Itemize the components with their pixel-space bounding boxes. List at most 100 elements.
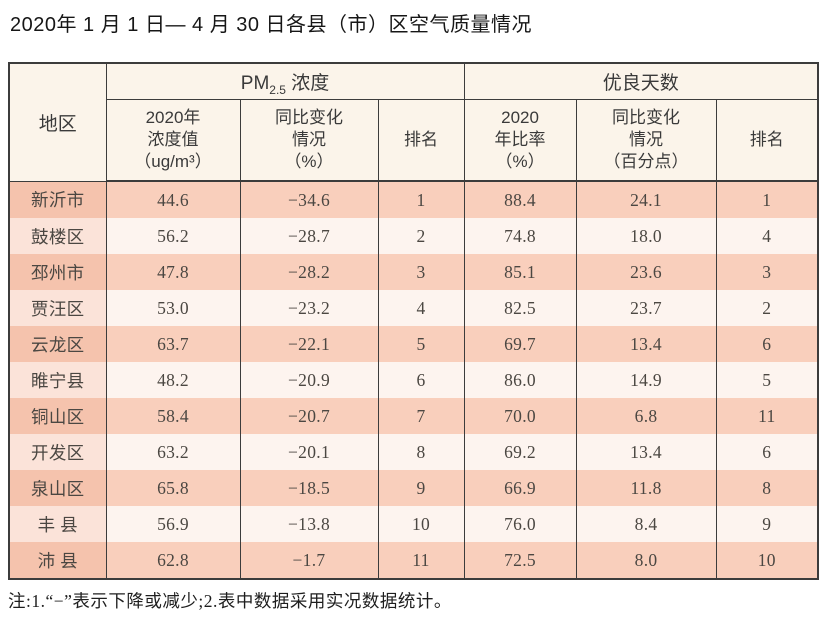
value-cell: 1 xyxy=(377,181,465,218)
header-group-good-days: 优良天数 xyxy=(463,63,819,100)
region-cell: 开发区 xyxy=(8,434,106,470)
value-cell: 6 xyxy=(715,434,819,470)
value-cell: 11.8 xyxy=(575,470,717,506)
value-cell: 56.2 xyxy=(105,218,240,254)
page-title: 2020年 1 月 1 日— 4 月 30 日各县（市）区空气质量情况 xyxy=(10,14,533,36)
value-cell: −22.1 xyxy=(239,326,378,362)
table-row: 睢宁县 48.2 −20.9 6 86.0 14.9 5 xyxy=(8,362,819,398)
value-cell: 23.7 xyxy=(575,290,717,326)
header-days-yoy-change: 同比变化 情况 （百分点） xyxy=(575,99,717,182)
region-cell: 丰 县 xyxy=(8,506,106,542)
value-cell: 24.1 xyxy=(575,181,717,218)
value-cell: −13.8 xyxy=(239,506,378,542)
value-cell: 9 xyxy=(715,506,819,542)
table-row: 邳州市 47.8 −28.2 3 85.1 23.6 3 xyxy=(8,254,819,290)
value-cell: 18.0 xyxy=(575,218,717,254)
value-cell: 82.5 xyxy=(463,290,577,326)
table-row: 贾汪区 53.0 −23.2 4 82.5 23.7 2 xyxy=(8,290,819,326)
header-pm-2020-value: 2020年 浓度值 （ug/m³） xyxy=(105,99,240,182)
value-cell: −28.7 xyxy=(239,218,378,254)
value-cell: 3 xyxy=(377,254,465,290)
header-days-rank: 排名 xyxy=(715,99,819,182)
value-cell: 86.0 xyxy=(463,362,577,398)
value-cell: 11 xyxy=(715,398,819,434)
value-cell: 48.2 xyxy=(105,362,240,398)
value-cell: 2 xyxy=(715,290,819,326)
value-cell: 8.4 xyxy=(575,506,717,542)
value-cell: 56.9 xyxy=(105,506,240,542)
table-body: 新沂市 44.6 −34.6 1 88.4 24.1 1 鼓楼区 56.2 −28.7 2 74.8 1… xyxy=(8,181,819,579)
pm-label-subscript: 2.5 xyxy=(269,82,286,97)
value-cell: 14.9 xyxy=(575,362,717,398)
region-cell: 邳州市 xyxy=(8,254,106,290)
table-row: 开发区 63.2 −20.1 8 69.2 13.4 6 xyxy=(8,434,819,470)
header-days-2020-ratio: 2020 年比率 （%） xyxy=(463,99,577,182)
pm-label-prefix: PM xyxy=(240,73,270,94)
value-cell: 69.7 xyxy=(463,326,577,362)
value-cell: 3 xyxy=(715,254,819,290)
value-cell: 4 xyxy=(715,218,819,254)
value-cell: 58.4 xyxy=(105,398,240,434)
region-cell: 泉山区 xyxy=(8,470,106,506)
value-cell: 13.4 xyxy=(575,434,717,470)
value-cell: 23.6 xyxy=(575,254,717,290)
region-cell: 睢宁县 xyxy=(8,362,106,398)
table-row: 铜山区 58.4 −20.7 7 70.0 6.8 11 xyxy=(8,398,819,434)
value-cell: 10 xyxy=(715,542,819,579)
value-cell: −20.1 xyxy=(239,434,378,470)
value-cell: 65.8 xyxy=(105,470,240,506)
value-cell: 8.0 xyxy=(575,542,717,579)
table-row: 新沂市 44.6 −34.6 1 88.4 24.1 1 xyxy=(8,181,819,218)
value-cell: 6 xyxy=(715,326,819,362)
region-cell: 贾汪区 xyxy=(8,290,106,326)
table-row: 丰 县 56.9 −13.8 10 76.0 8.4 9 xyxy=(8,506,819,542)
footnote: 注:1.“−”表示下降或减少;2.表中数据采用实况数据统计。 xyxy=(8,591,452,611)
header-sub-row: 2020年 浓度值 （ug/m³） 同比变化 情况 （%） 排名 2020 年比… xyxy=(9,99,819,182)
header-region: 地区 xyxy=(8,63,106,182)
table-row: 沛 县 62.8 −1.7 11 72.5 8.0 10 xyxy=(8,542,819,579)
region-cell: 云龙区 xyxy=(8,326,106,362)
value-cell: 44.6 xyxy=(105,181,240,218)
value-cell: 63.7 xyxy=(105,326,240,362)
value-cell: 13.4 xyxy=(575,326,717,362)
value-cell: −1.7 xyxy=(239,542,378,579)
value-cell: 47.8 xyxy=(105,254,240,290)
value-cell: 8 xyxy=(715,470,819,506)
header-group-pm25: PM2.5 浓度 xyxy=(105,63,465,100)
header-pm-yoy-change: 同比变化 情况 （%） xyxy=(239,99,378,182)
value-cell: 76.0 xyxy=(463,506,577,542)
value-cell: −28.2 xyxy=(239,254,378,290)
region-cell: 新沂市 xyxy=(8,181,106,218)
value-cell: −18.5 xyxy=(239,470,378,506)
value-cell: 6.8 xyxy=(575,398,717,434)
value-cell: −34.6 xyxy=(239,181,378,218)
value-cell: 72.5 xyxy=(463,542,577,579)
value-cell: 69.2 xyxy=(463,434,577,470)
value-cell: −23.2 xyxy=(239,290,378,326)
table-header: 地区 PM2.5 浓度 优良天数 2020年 浓度值 （ug/m³） 同比变化 … xyxy=(8,63,819,182)
value-cell: 74.8 xyxy=(463,218,577,254)
value-cell: 6 xyxy=(377,362,465,398)
value-cell: 88.4 xyxy=(463,181,577,218)
value-cell: 1 xyxy=(715,181,819,218)
value-cell: 5 xyxy=(715,362,819,398)
value-cell: 66.9 xyxy=(463,470,577,506)
value-cell: 9 xyxy=(377,470,465,506)
value-cell: 10 xyxy=(377,506,465,542)
value-cell: 2 xyxy=(377,218,465,254)
table-row: 鼓楼区 56.2 −28.7 2 74.8 18.0 4 xyxy=(8,218,819,254)
value-cell: −20.9 xyxy=(239,362,378,398)
value-cell: 53.0 xyxy=(105,290,240,326)
value-cell: 85.1 xyxy=(463,254,577,290)
header-group-row: 地区 PM2.5 浓度 优良天数 xyxy=(8,63,819,182)
region-cell: 鼓楼区 xyxy=(8,218,106,254)
value-cell: 5 xyxy=(377,326,465,362)
value-cell: 4 xyxy=(377,290,465,326)
pm-label-suffix: 浓度 xyxy=(285,73,330,94)
table-row: 泉山区 65.8 −18.5 9 66.9 11.8 8 xyxy=(8,470,819,506)
value-cell: 8 xyxy=(377,434,465,470)
value-cell: 62.8 xyxy=(105,542,240,579)
region-cell: 铜山区 xyxy=(8,398,106,434)
air-quality-table: 地区 PM2.5 浓度 优良天数 2020年 浓度值 （ug/m³） 同比变化 … xyxy=(8,62,820,580)
